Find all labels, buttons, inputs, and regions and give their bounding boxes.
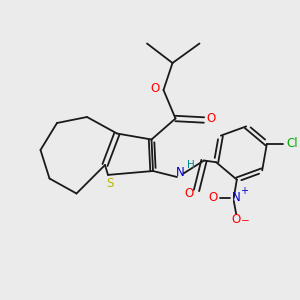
Text: S: S [106, 177, 113, 190]
Text: −: − [241, 216, 250, 226]
Text: O: O [209, 191, 218, 204]
Text: N: N [176, 166, 185, 179]
Text: O: O [206, 112, 215, 125]
Text: O: O [184, 187, 194, 200]
Text: H: H [187, 160, 195, 170]
Text: +: + [240, 186, 248, 196]
Text: Cl: Cl [286, 137, 298, 150]
Text: O: O [151, 82, 160, 95]
Text: N: N [232, 191, 241, 204]
Text: O: O [232, 213, 241, 226]
